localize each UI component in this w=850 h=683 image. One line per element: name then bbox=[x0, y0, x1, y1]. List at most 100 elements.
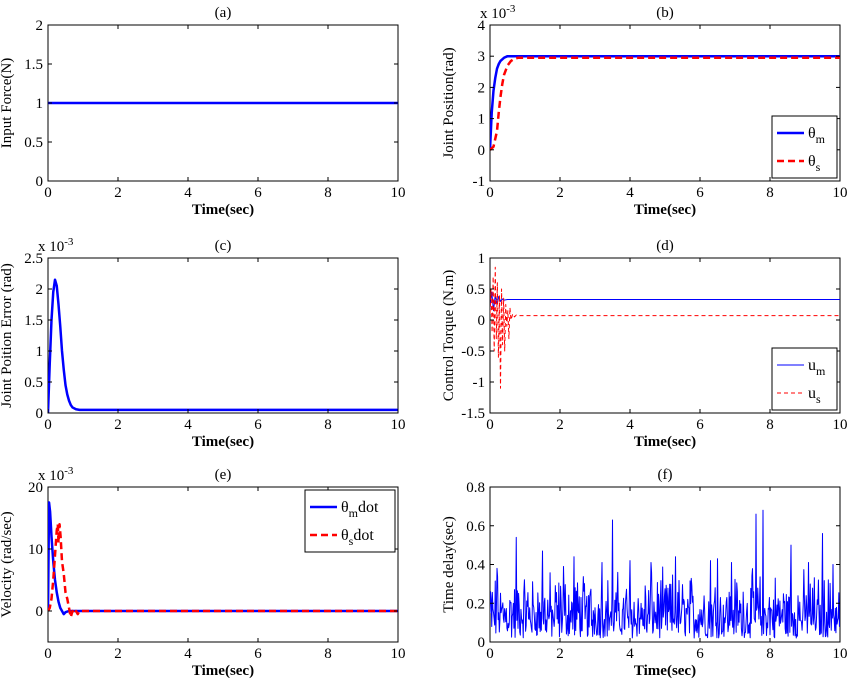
x-axis-label: Time(sec) bbox=[192, 202, 254, 218]
series-group bbox=[490, 54, 840, 151]
y-tick-label: 0.6 bbox=[466, 519, 485, 535]
x-tick-label: 4 bbox=[184, 185, 192, 201]
y-tick-label: 3 bbox=[478, 49, 486, 65]
y-tick-label: 1 bbox=[478, 112, 486, 128]
x-tick-label: 0 bbox=[44, 185, 52, 201]
y-tick-label: 0.5 bbox=[24, 375, 43, 391]
y-axis-label: Control Torque (N.m) bbox=[441, 270, 457, 402]
x-tick-label: 2 bbox=[114, 646, 122, 662]
legend-label: θmdot bbox=[341, 499, 379, 520]
panel-a: 0 2 4 6 8 10 0 0.5 1 1.5 2 (a) Time(sec) Input Force(… bbox=[0, 5, 406, 218]
x-tick-label: 8 bbox=[324, 185, 332, 201]
y-tick-label: -1 bbox=[473, 375, 486, 391]
y-tick-label: 0.4 bbox=[466, 558, 485, 574]
series-group bbox=[48, 278, 398, 413]
x-tick-label: 0 bbox=[44, 646, 52, 662]
y-tick-label: 0.2 bbox=[466, 596, 485, 612]
y-tick-label: 4 bbox=[478, 18, 486, 34]
x-tick-label: 10 bbox=[391, 185, 406, 201]
axis-exponent-power: -3 bbox=[64, 236, 74, 248]
panel-title: (d) bbox=[656, 238, 674, 254]
x-axis-label: Time(sec) bbox=[192, 434, 254, 450]
y-tick-label: 0.5 bbox=[24, 135, 43, 151]
y-tick-label: 2.5 bbox=[24, 251, 43, 267]
y-tick-label: 0 bbox=[36, 174, 44, 190]
y-tick-label: 0.5 bbox=[466, 282, 485, 298]
x-tick-label: 0 bbox=[44, 417, 52, 433]
x-tick-label: 2 bbox=[114, 185, 122, 201]
x-tick-label: 4 bbox=[184, 646, 192, 662]
x-tick-label: 8 bbox=[324, 646, 332, 662]
y-axis-label: Joint Poition Error (rad) bbox=[0, 263, 15, 408]
y-tick-label: 0 bbox=[478, 143, 486, 159]
y-tick-label: 2 bbox=[36, 18, 44, 34]
panel-f: 0 2 4 6 8 10 0 0.2 0.4 0.6 0.8 (f) Time(sec) Time del… bbox=[441, 467, 848, 679]
x-tick-label: 2 bbox=[556, 646, 564, 662]
legend-box bbox=[771, 347, 838, 411]
plot-area bbox=[47, 257, 399, 414]
x-tick-label: 0 bbox=[486, 417, 494, 433]
y-tick-label: 1 bbox=[36, 344, 44, 360]
series-line-1 bbox=[48, 522, 398, 619]
y-tick-label: 0 bbox=[36, 406, 44, 422]
panel-d: 0 2 4 6 8 10 -1.5 -1 -0.5 0 0.5 1 (d) Time(sec) Contro… bbox=[441, 238, 848, 450]
x-tick-label: 8 bbox=[766, 417, 774, 433]
x-tick-label: 8 bbox=[766, 646, 774, 662]
panel-title: (a) bbox=[215, 5, 232, 21]
series-line-0 bbox=[48, 501, 398, 616]
panel-title: (e) bbox=[215, 467, 232, 483]
y-tick-label: 20 bbox=[28, 480, 43, 496]
legend-box bbox=[771, 115, 838, 179]
x-axis-label: Time(sec) bbox=[634, 202, 696, 218]
x-tick-label: 10 bbox=[833, 646, 848, 662]
y-tick-label: 2 bbox=[36, 282, 44, 298]
y-axis-label: Velocity (rad/sec) bbox=[0, 511, 15, 617]
x-tick-label: 4 bbox=[626, 185, 634, 201]
x-tick-label: 2 bbox=[556, 185, 564, 201]
y-tick-label: 0 bbox=[36, 604, 44, 620]
series-group bbox=[48, 501, 398, 619]
series-line-0 bbox=[490, 509, 840, 639]
series-line-1 bbox=[490, 56, 840, 151]
series-line-1 bbox=[490, 266, 840, 389]
panel-title: (f) bbox=[658, 467, 673, 483]
axis-exponent-power: -3 bbox=[64, 465, 74, 477]
y-axis-label: Input Force(N) bbox=[0, 58, 15, 148]
y-tick-label: 0.8 bbox=[466, 480, 485, 496]
panel-c: 0 2 4 6 8 10 0 0.5 1 1.5 2 2.5 (c) x 10-3 Time(sec) Joi… bbox=[0, 236, 406, 450]
x-axis-label: Time(sec) bbox=[634, 434, 696, 450]
y-tick-label: 1.5 bbox=[24, 57, 43, 73]
y-tick-label: 1.5 bbox=[24, 313, 43, 329]
panel-title: (c) bbox=[215, 238, 232, 254]
x-tick-label: 0 bbox=[486, 646, 494, 662]
x-tick-label: 8 bbox=[324, 417, 332, 433]
y-tick-label: -0.5 bbox=[461, 344, 485, 360]
axis-exponent: x 10-3 bbox=[38, 236, 74, 255]
x-tick-label: 6 bbox=[696, 646, 704, 662]
legend-box bbox=[304, 489, 396, 553]
x-axis-label: Time(sec) bbox=[634, 663, 696, 679]
x-axis-label: Time(sec) bbox=[192, 663, 254, 679]
series-line-0 bbox=[48, 278, 398, 413]
y-tick-label: 1 bbox=[36, 96, 44, 112]
panel-e: 0 2 4 6 8 10 0 10 20 (e) x 10-3 Time(sec) Velocity (… bbox=[0, 465, 406, 679]
x-tick-label: 0 bbox=[486, 185, 494, 201]
y-tick-label: 0 bbox=[478, 313, 486, 329]
y-tick-label: 1 bbox=[478, 251, 486, 267]
x-tick-label: 6 bbox=[254, 417, 262, 433]
y-axis-label: Time delay(sec) bbox=[441, 516, 457, 613]
series-line-0 bbox=[490, 54, 840, 150]
axis-exponent: x 10-3 bbox=[38, 465, 74, 484]
x-tick-label: 8 bbox=[766, 185, 774, 201]
x-tick-label: 6 bbox=[696, 185, 704, 201]
x-tick-label: 4 bbox=[184, 417, 192, 433]
x-tick-label: 6 bbox=[254, 185, 262, 201]
y-tick-label: 0 bbox=[478, 635, 486, 651]
x-tick-label: 10 bbox=[833, 185, 848, 201]
y-tick-label: 10 bbox=[28, 542, 43, 558]
series-group bbox=[490, 266, 840, 389]
